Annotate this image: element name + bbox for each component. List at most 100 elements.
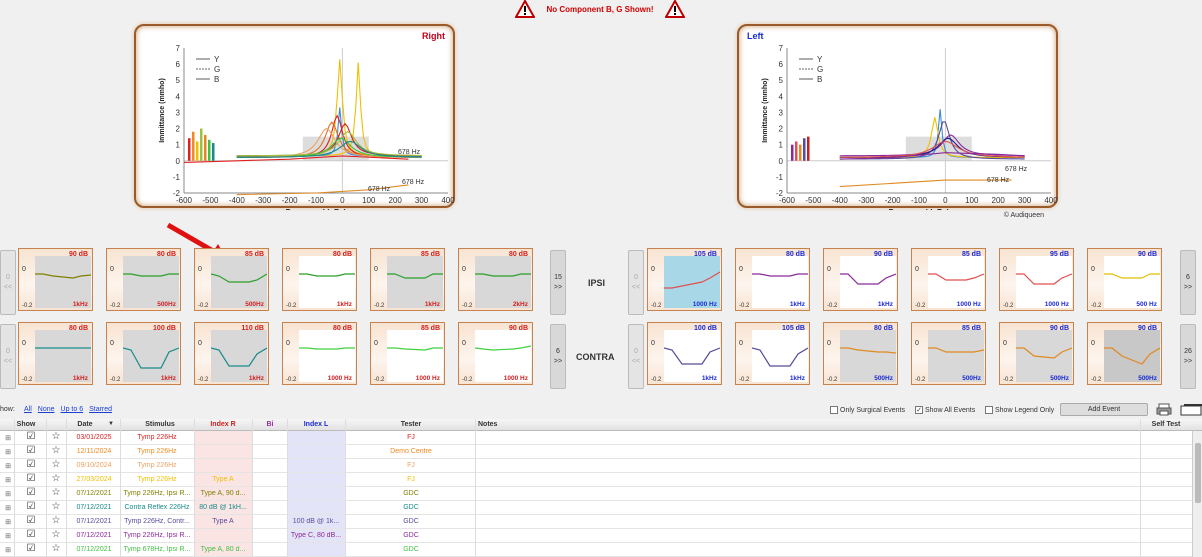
show-checkbox[interactable]: ☑ xyxy=(26,543,36,554)
star-icon[interactable]: ☆ xyxy=(51,515,61,526)
show-checkbox[interactable]: ☑ xyxy=(26,459,36,470)
show-checkbox[interactable]: ☑ xyxy=(26,473,36,484)
row-tester: GDC xyxy=(403,518,419,525)
left-ipsi-reflex-thumb[interactable]: 0 -0.2 90 dB 1kHz xyxy=(823,248,898,311)
table-row[interactable]: ⊞ ☑ ☆ 07/12/2021 Tymp 226Hz, Ipsi R... Type A… xyxy=(0,487,1202,501)
expand-icon[interactable]: ⊞ xyxy=(5,449,11,456)
left-contra-next-button[interactable]: 26 >> xyxy=(1180,324,1196,389)
left-ipsi-reflex-thumb[interactable]: 0 -0.2 85 dB 1000 Hz xyxy=(911,248,986,311)
left-ipsi-reflex-thumb[interactable]: 0 -0.2 90 dB 500 Hz xyxy=(1087,248,1162,311)
right-contra-reflex-thumb[interactable]: 0 -0.2 110 dB 1kHz xyxy=(194,322,269,385)
table-row[interactable]: ⊞ ☑ ☆ 12/11/2024 Tymp 226Hz Demo Centre xyxy=(0,445,1202,459)
header-stimulus[interactable]: Stimulus xyxy=(145,421,175,428)
header-date[interactable]: Date xyxy=(77,421,93,428)
header-show[interactable]: Show xyxy=(16,421,36,428)
right-contra-next-button[interactable]: 6 >> xyxy=(550,324,566,389)
right-contra-reflex-thumb[interactable]: 0 -0.2 100 dB 1kHz xyxy=(106,322,181,385)
row-date: 07/12/2021 xyxy=(76,518,112,525)
show-starred-link[interactable]: Starred xyxy=(89,406,113,413)
right-ipsi-reflex-thumb[interactable]: 0 -0.2 80 dB 1kHz xyxy=(282,248,357,311)
show-all-events-checkbox[interactable]: ✓ Show All Events xyxy=(915,406,976,414)
table-row[interactable]: ⊞ ☑ ☆ 03/01/2025 Tymp 226Hz FJ xyxy=(0,431,1202,445)
show-checkbox[interactable]: ☑ xyxy=(26,487,36,498)
right-ipsi-reflex-thumb[interactable]: 0 -0.2 90 dB 1kHz xyxy=(18,248,93,311)
right-contra-reflex-thumb[interactable]: 0 -0.2 80 dB 1000 Hz xyxy=(282,322,357,385)
expand-icon[interactable]: ⊞ xyxy=(5,519,11,526)
star-icon[interactable]: ☆ xyxy=(51,445,61,456)
expand-icon[interactable]: ⊞ xyxy=(5,435,11,442)
header-tester[interactable]: Tester xyxy=(400,421,422,428)
star-icon[interactable]: ☆ xyxy=(51,459,61,470)
table-row[interactable]: ⊞ ☑ ☆ 09/10/2024 Tymp 226Hz FJ xyxy=(0,459,1202,473)
show-checkbox[interactable]: ☑ xyxy=(26,515,36,526)
table-row[interactable]: ⊞ ☑ ☆ 07/12/2021 Tymp 226Hz, Contr... Type A 1… xyxy=(0,515,1202,529)
stimulus-level: 90 dB xyxy=(508,325,528,332)
left-contra-reflex-thumb[interactable]: 0 -0.2 105 dB 1kHz xyxy=(735,322,810,385)
show-legend-only-checkbox[interactable]: Show Legend Only xyxy=(985,406,1054,414)
table-row[interactable]: ⊞ ☑ ☆ 27/03/2024 Tymp 226Hz Type A FJ xyxy=(0,473,1202,487)
table-row[interactable]: ⊞ ☑ ☆ 07/12/2021 Tymp 678Hz, Ipsi R... Type A… xyxy=(0,543,1202,557)
star-icon[interactable]: ☆ xyxy=(51,431,61,442)
right-ipsi-next-button[interactable]: 15 >> xyxy=(550,250,566,315)
expand-icon[interactable]: ⊞ xyxy=(5,547,11,554)
expand-icon[interactable]: ⊞ xyxy=(5,463,11,470)
left-contra-reflex-thumb[interactable]: 0 -0.2 80 dB 500Hz xyxy=(823,322,898,385)
y-tick-label: 1 xyxy=(779,141,784,150)
star-icon[interactable]: ☆ xyxy=(51,473,61,484)
header-index-r[interactable]: Index R xyxy=(210,421,236,428)
left-ipsi-reflex-thumb[interactable]: 0 -0.2 95 dB 1000 Hz xyxy=(999,248,1074,311)
left-ipsi-prev-button[interactable]: 0 << xyxy=(628,250,644,315)
star-icon[interactable]: ☆ xyxy=(51,543,61,554)
header-notes[interactable]: Notes xyxy=(478,421,498,428)
right-ipsi-reflex-thumb[interactable]: 0 -0.2 80 dB 2kHz xyxy=(458,248,533,311)
grid-scrollbar[interactable] xyxy=(1192,431,1202,557)
table-row[interactable]: ⊞ ☑ ☆ 07/12/2021 Tymp 226Hz, Ipsi R... Type C… xyxy=(0,529,1202,543)
left-contra-prev-button[interactable]: 0 << xyxy=(628,324,644,389)
x-tick-label: 400 xyxy=(441,196,455,205)
header-bi[interactable]: Bi xyxy=(266,421,274,428)
show-checkbox[interactable]: ☑ xyxy=(26,445,36,456)
stimulus-frequency: 1000 Hz xyxy=(503,375,528,382)
star-icon[interactable]: ☆ xyxy=(51,501,61,512)
stimulus-frequency: 1kHz xyxy=(789,301,805,308)
left-ipsi-reflex-thumb[interactable]: 0 -0.2 105 dB 1000 Hz xyxy=(647,248,722,311)
x-tick-label: 200 xyxy=(992,196,1006,205)
show-checkbox[interactable]: ☑ xyxy=(26,529,36,540)
right-contra-prev-button[interactable]: 0 << xyxy=(0,324,16,389)
left-contra-reflex-thumb[interactable]: 0 -0.2 85 dB 500Hz xyxy=(911,322,986,385)
expand-icon[interactable]: ⊞ xyxy=(5,533,11,540)
reflex-trace xyxy=(123,347,179,369)
window-icon[interactable] xyxy=(1180,403,1202,416)
right-ipsi-prev-button[interactable]: 0 << xyxy=(0,250,16,315)
expand-icon[interactable]: ⊞ xyxy=(5,477,11,484)
show-upto6-link[interactable]: Up to 6 xyxy=(60,406,84,413)
x-tick-label: -400 xyxy=(229,196,246,205)
print-icon[interactable] xyxy=(1156,403,1172,416)
axis-zero-label: 0 xyxy=(110,266,114,273)
show-none-link[interactable]: None xyxy=(37,406,55,413)
header-self-test[interactable]: Self Test xyxy=(1151,421,1181,428)
header-index-l[interactable]: Index L xyxy=(303,421,329,428)
table-row[interactable]: ⊞ ☑ ☆ 07/12/2021 Contra Reflex 226Hz 80 dB @ … xyxy=(0,501,1202,515)
star-icon[interactable]: ☆ xyxy=(51,487,61,498)
right-contra-reflex-thumb[interactable]: 0 -0.2 80 dB 1kHz xyxy=(18,322,93,385)
right-contra-reflex-thumb[interactable]: 0 -0.2 90 dB 1000 Hz xyxy=(458,322,533,385)
only-surgical-checkbox[interactable]: Only Surgical Events xyxy=(830,406,905,414)
show-checkbox[interactable]: ☑ xyxy=(26,501,36,512)
right-ipsi-reflex-thumb[interactable]: 0 -0.2 80 dB 500Hz xyxy=(106,248,181,311)
add-event-button[interactable]: Add Event xyxy=(1060,403,1148,416)
left-contra-reflex-thumb[interactable]: 0 -0.2 90 dB 500Hz xyxy=(999,322,1074,385)
show-checkbox[interactable]: ☑ xyxy=(26,431,36,442)
show-all-link[interactable]: All xyxy=(24,406,32,413)
expand-icon[interactable]: ⊞ xyxy=(5,491,11,498)
left-contra-reflex-thumb[interactable]: 0 -0.2 100 dB 1kHz xyxy=(647,322,722,385)
right-ipsi-reflex-thumb[interactable]: 0 -0.2 85 dB 1kHz xyxy=(370,248,445,311)
expand-icon[interactable]: ⊞ xyxy=(5,505,11,512)
left-contra-reflex-thumb[interactable]: 0 -0.2 90 dB 500Hz xyxy=(1087,322,1162,385)
right-contra-reflex-thumb[interactable]: 0 -0.2 85 dB 1000 Hz xyxy=(370,322,445,385)
star-icon[interactable]: ☆ xyxy=(51,529,61,540)
left-ipsi-reflex-thumb[interactable]: 0 -0.2 80 dB 1kHz xyxy=(735,248,810,311)
stimulus-frequency: 1000 Hz xyxy=(1044,301,1069,308)
left-ipsi-next-button[interactable]: 6 >> xyxy=(1180,250,1196,315)
right-ipsi-reflex-thumb[interactable]: 0 -0.2 85 dB 500Hz xyxy=(194,248,269,311)
